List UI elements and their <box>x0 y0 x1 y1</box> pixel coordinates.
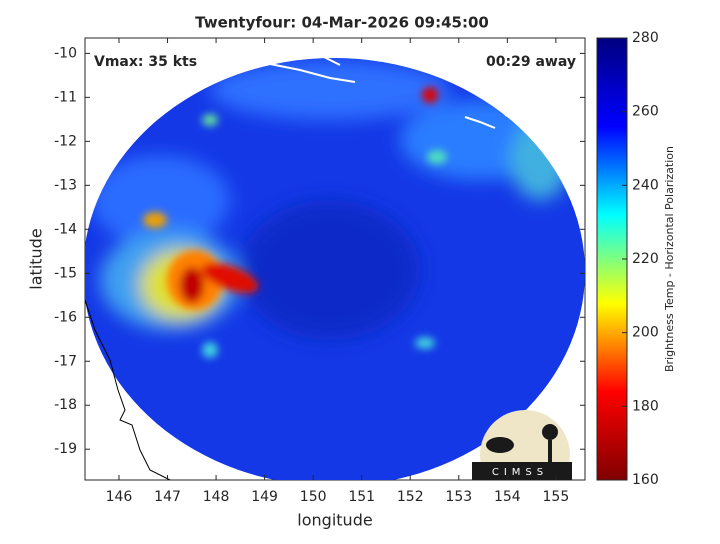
colorbar-tick-label: 260 <box>632 104 659 120</box>
x-tick-label: 149 <box>251 489 278 505</box>
x-tick-label: 153 <box>445 489 472 505</box>
cimss-logo: CIMSS <box>472 410 572 480</box>
colorbar-tick-label: 160 <box>632 472 659 488</box>
y-tick-label: -15 <box>54 265 77 281</box>
y-tick-label: -10 <box>54 45 77 61</box>
imagery: CIMSS <box>85 39 585 480</box>
y-tick-label: -17 <box>54 353 77 369</box>
y-tick-label: -14 <box>54 221 77 237</box>
x-axis-label: longitude <box>297 511 372 530</box>
y-tick-label: -13 <box>54 177 77 193</box>
colorbar-tick-label: 180 <box>632 398 659 414</box>
x-tick-label: 150 <box>300 489 327 505</box>
colorbar-label: Brightness Temp - Horizontal Polarizatio… <box>663 146 676 372</box>
x-tick-label: 155 <box>543 489 570 505</box>
y-tick-label: -18 <box>54 397 77 413</box>
x-tick-label: 147 <box>154 489 181 505</box>
y-tick-label: -16 <box>54 309 77 325</box>
colorbar-tick-label: 280 <box>632 30 659 46</box>
y-tick-label: -19 <box>54 441 77 457</box>
x-tick-label: 154 <box>494 489 521 505</box>
x-tick-label: 152 <box>397 489 424 505</box>
annotation: Vmax: 35 kts <box>94 54 197 70</box>
colorbar-tick-label: 220 <box>632 251 659 267</box>
chart-title: Twentyfour: 04-Mar-2026 09:45:00 <box>195 14 489 32</box>
annotation: 00:29 away <box>486 54 576 70</box>
y-tick-label: -11 <box>54 89 77 105</box>
x-tick-label: 146 <box>106 489 133 505</box>
logo-text: CIMSS <box>492 467 548 478</box>
colorbar-tick-label: 240 <box>632 177 659 193</box>
x-tick-label: 148 <box>203 489 230 505</box>
x-tick-label: 151 <box>348 489 375 505</box>
colorbar-tick-label: 200 <box>632 325 659 341</box>
y-tick-label: -12 <box>54 133 77 149</box>
y-axis-label: latitude <box>27 228 46 289</box>
